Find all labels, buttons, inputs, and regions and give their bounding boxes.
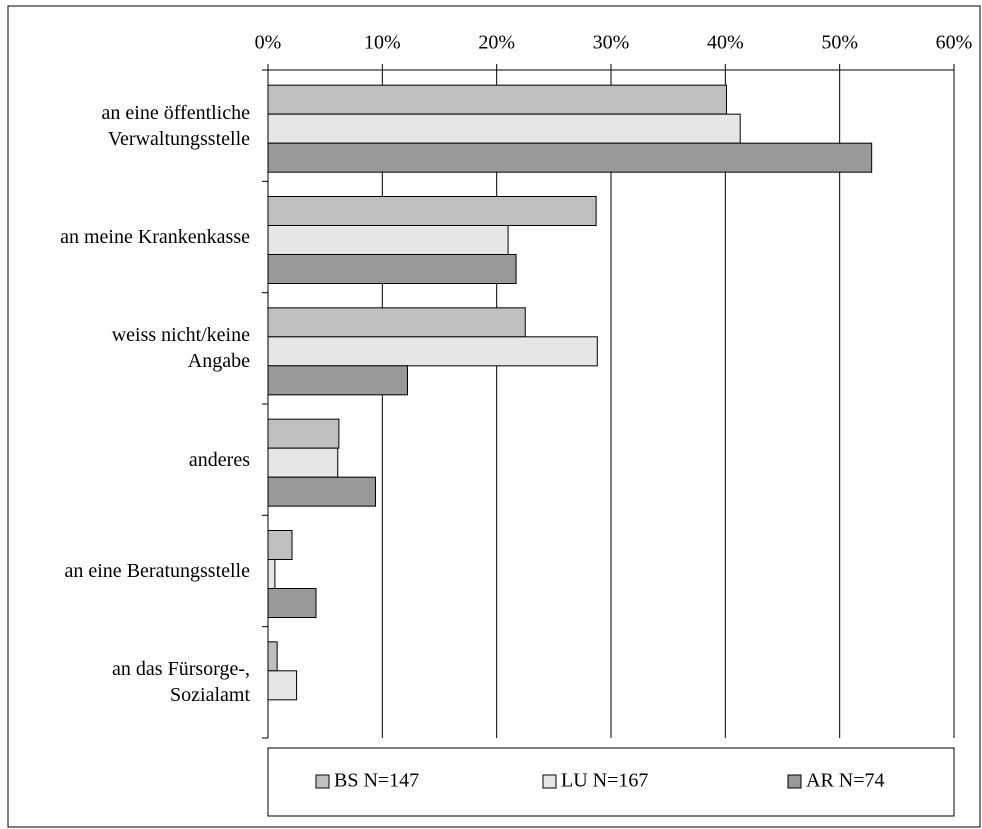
bar bbox=[267, 447, 339, 478]
legend-box bbox=[267, 747, 955, 817]
category-label: anderes bbox=[188, 448, 250, 471]
legend-label: LU N=167 bbox=[561, 770, 648, 792]
bar bbox=[267, 307, 526, 338]
bar bbox=[267, 365, 408, 396]
x-tick-label: 50% bbox=[821, 32, 858, 54]
category-label: an eine Beratungsstelle bbox=[64, 560, 251, 582]
x-tick-label: 40% bbox=[707, 32, 744, 54]
bar bbox=[267, 588, 317, 618]
x-tick-label: 20% bbox=[478, 32, 515, 54]
bar bbox=[267, 225, 509, 255]
category-label: an das Fürsorge-, Sozialamt bbox=[112, 658, 250, 707]
bar bbox=[267, 418, 340, 449]
legend-label: BS N=147 bbox=[334, 770, 419, 792]
x-tick-label: 0% bbox=[255, 32, 282, 54]
x-tick-label: 10% bbox=[364, 32, 401, 54]
bar bbox=[267, 641, 278, 672]
bar bbox=[267, 336, 598, 367]
bar bbox=[267, 254, 517, 284]
frame bbox=[7, 5, 981, 828]
legend-swatch bbox=[315, 774, 330, 789]
bar bbox=[267, 530, 293, 560]
legend-swatch bbox=[542, 774, 557, 789]
bar bbox=[267, 476, 376, 507]
legend-swatch bbox=[787, 774, 802, 789]
x-tick-label: 30% bbox=[593, 32, 630, 54]
bar bbox=[267, 670, 298, 701]
bar bbox=[267, 142, 873, 173]
bar bbox=[267, 84, 727, 115]
x-tick-label: 60% bbox=[936, 32, 973, 54]
legend-label: AR N=74 bbox=[806, 770, 885, 792]
category-label: an eine öffentliche Verwaltungsstelle bbox=[101, 101, 250, 150]
bar bbox=[267, 113, 741, 144]
category-label: weiss nicht/keine Angabe bbox=[111, 324, 250, 373]
bar bbox=[267, 196, 597, 226]
bar bbox=[267, 559, 276, 589]
category-label: an meine Krankenkasse bbox=[60, 226, 250, 248]
